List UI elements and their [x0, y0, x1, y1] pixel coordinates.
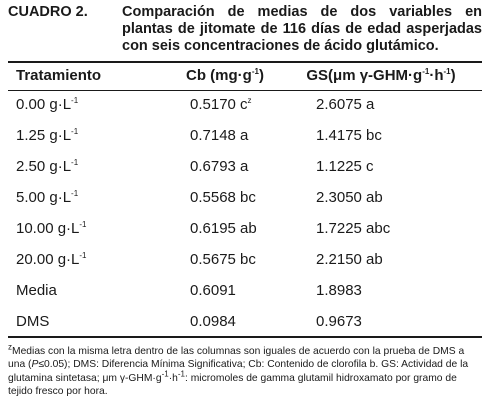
- cell-tratamiento: 20.00 g·L-1: [16, 251, 87, 268]
- cell-gs: 2.6075 a: [316, 96, 375, 113]
- footnote: zMedias con la misma letra dentro de las…: [8, 342, 469, 397]
- cell-cb: 0.5675 bc: [190, 251, 256, 268]
- header-gs: GS(μm γ-GHM·g-1·h-1): [306, 67, 456, 84]
- cell-gs: 1.1225 c: [316, 158, 374, 175]
- cell-gs: 0.9673: [316, 313, 362, 330]
- top-rule: [8, 61, 482, 63]
- bottom-rule: [8, 336, 482, 338]
- caption-text: Comparación de medias de dos variables e…: [122, 4, 482, 54]
- cell-tratamiento: 1.25 g·L-1: [16, 127, 79, 144]
- cell-cb: 0.6793 a: [190, 158, 249, 175]
- cell-cb: 0.5170 cz: [190, 96, 252, 113]
- cell-gs: 2.2150 ab: [316, 251, 383, 268]
- table-caption: CUADRO 2. Comparación de medias de dos v…: [8, 4, 482, 55]
- cell-gs: 2.3050 ab: [316, 189, 383, 206]
- cell-gs: 1.7225 abc: [316, 220, 391, 237]
- cell-cb: 0.5568 bc: [190, 189, 256, 206]
- cell-cb: 0.7148 a: [190, 127, 249, 144]
- caption-label: CUADRO 2.: [8, 4, 88, 20]
- cell-tratamiento: 2.50 g·L-1: [16, 158, 79, 175]
- cell-tratamiento: Media: [16, 282, 57, 299]
- cell-tratamiento: 5.00 g·L-1: [16, 189, 79, 206]
- cell-gs: 1.4175 bc: [316, 127, 382, 144]
- header-rule: [8, 90, 482, 91]
- header-cb: Cb (mg·g-1): [186, 67, 264, 84]
- cell-cb: 0.0984: [190, 313, 236, 330]
- cell-tratamiento: DMS: [16, 313, 50, 330]
- cell-gs: 1.8983: [316, 282, 362, 299]
- header-tratamiento: Tratamiento: [16, 67, 102, 84]
- cell-tratamiento: 0.00 g·L-1: [16, 96, 79, 113]
- cell-cb: 0.6195 ab: [190, 220, 257, 237]
- cell-cb: 0.6091: [190, 282, 236, 299]
- cell-tratamiento: 10.00 g·L-1: [16, 220, 87, 237]
